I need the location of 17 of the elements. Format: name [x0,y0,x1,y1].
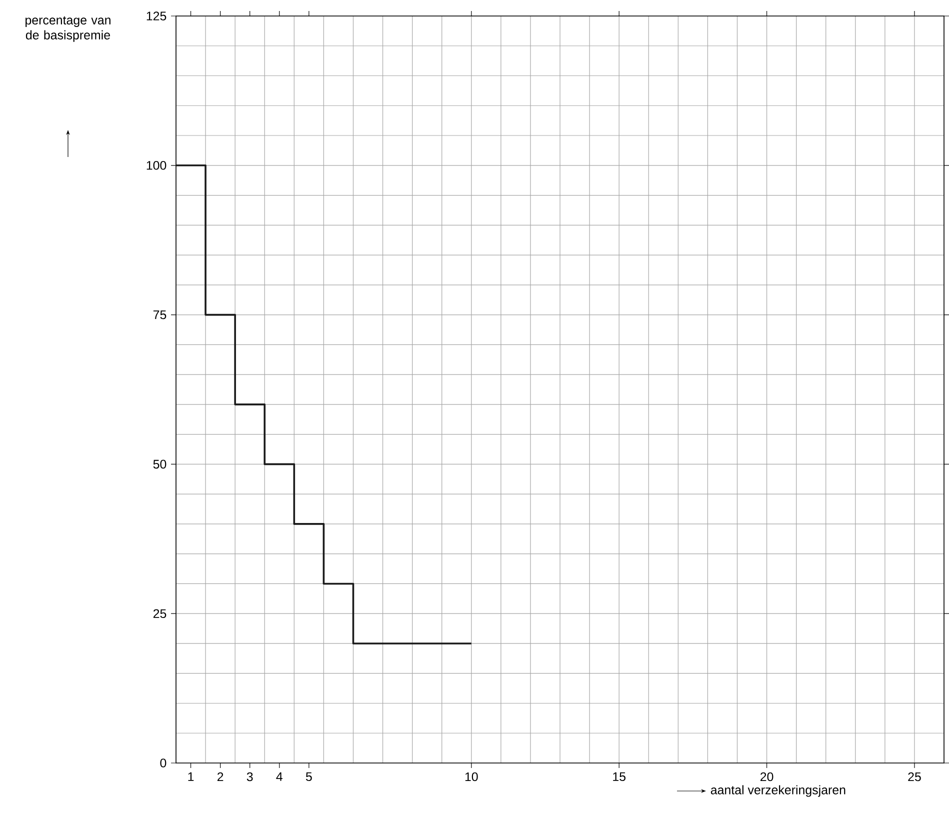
x-tick-label: 5 [306,772,312,782]
y-tick-label: 0 [160,758,166,768]
x-tick-label: 1 [188,772,194,781]
x-tick-label: 15 [613,772,626,782]
y-tick-label: 100 [146,160,166,170]
x-axis-title: aantal verzekeringsjaren [710,785,846,797]
y-tick-label: 50 [153,460,166,469]
x-tick-label: 25 [908,772,921,782]
y-axis-title: percentage van de basispremie [26,16,110,42]
x-tick-label: 3 [246,772,253,782]
x-tick-label: 20 [760,772,774,782]
y-tick-label: 25 [153,609,166,618]
y-tick-label: 75 [153,310,166,320]
y-tick-label: 125 [146,12,166,20]
x-tick-label: 10 [465,772,478,782]
x-tick-label: 2 [217,772,224,782]
x-tick-label: 4 [276,772,282,781]
